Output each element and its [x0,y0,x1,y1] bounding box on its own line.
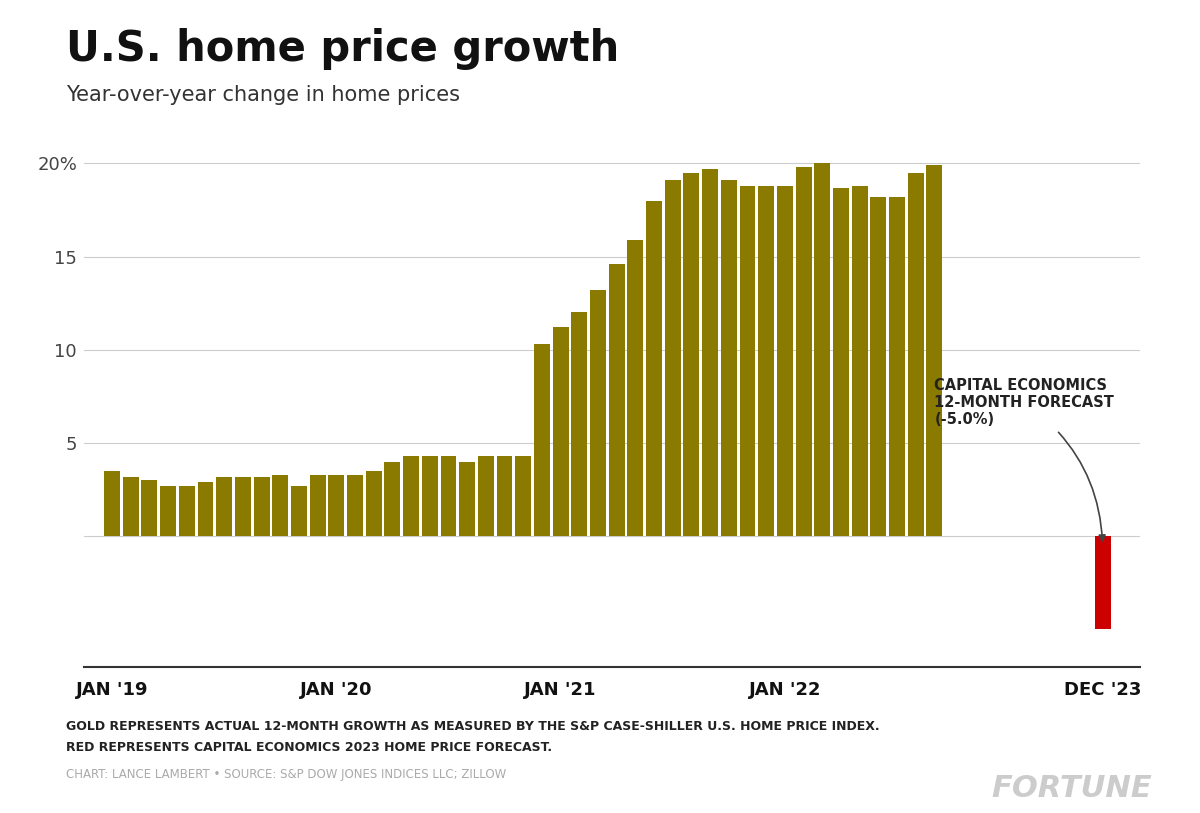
Text: RED REPRESENTS CAPITAL ECONOMICS 2023 HOME PRICE FORECAST.: RED REPRESENTS CAPITAL ECONOMICS 2023 HO… [66,741,552,754]
Bar [347,475,362,536]
Bar [179,486,194,536]
Bar [422,456,438,536]
Bar [384,462,401,536]
Text: U.S. home price growth: U.S. home price growth [66,28,619,71]
Bar [198,482,214,536]
Bar [739,185,756,536]
Text: CHART: LANCE LAMBERT • SOURCE: S&P DOW JONES INDICES LLC; ZILLOW: CHART: LANCE LAMBERT • SOURCE: S&P DOW J… [66,768,506,781]
Bar [684,172,700,536]
Bar [833,188,848,536]
Bar [628,240,643,536]
Bar [497,456,512,536]
Bar [758,185,774,536]
Text: GOLD REPRESENTS ACTUAL 12-MONTH GROWTH AS MEASURED BY THE S&P CASE-SHILLER U.S. : GOLD REPRESENTS ACTUAL 12-MONTH GROWTH A… [66,720,880,733]
Bar [870,197,887,536]
Bar [253,476,270,536]
Bar [366,471,382,536]
Bar [852,185,868,536]
Bar [216,476,232,536]
Bar [796,167,811,536]
Bar [160,486,176,536]
Bar [310,475,325,536]
Bar [440,456,456,536]
Bar [776,185,793,536]
Bar [889,197,905,536]
Bar [608,264,625,536]
Bar [702,169,718,536]
Text: FORTUNE: FORTUNE [991,774,1152,803]
Bar [665,180,680,536]
Bar [272,475,288,536]
Bar [478,456,493,536]
Text: CAPITAL ECONOMICS
12-MONTH FORECAST
(-5.0%): CAPITAL ECONOMICS 12-MONTH FORECAST (-5.… [935,378,1115,541]
Bar [329,475,344,536]
Text: Year-over-year change in home prices: Year-over-year change in home prices [66,85,460,106]
Bar [553,328,569,536]
Bar [721,180,737,536]
Bar [122,476,139,536]
Bar [907,172,924,536]
Bar [460,462,475,536]
Bar [290,486,307,536]
Bar [590,290,606,536]
Bar [515,456,532,536]
Bar [534,344,550,536]
Bar [235,476,251,536]
Bar [104,471,120,536]
Bar [571,312,587,536]
Bar [926,165,942,536]
Bar [142,480,157,536]
Bar [815,163,830,536]
Bar [646,201,662,536]
Bar [1094,536,1110,629]
Bar [403,456,419,536]
